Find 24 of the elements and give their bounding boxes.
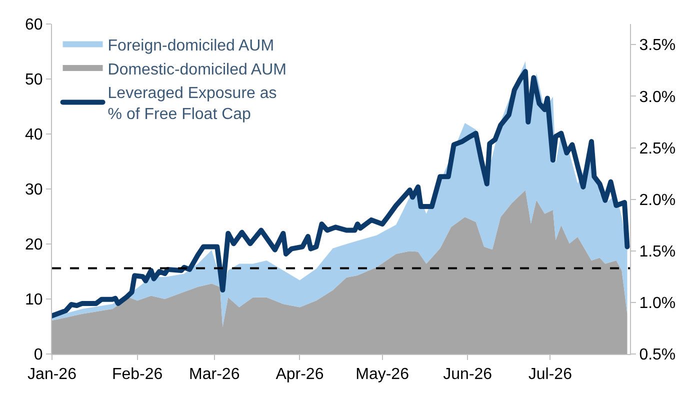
x-tick-label: May-26 bbox=[356, 366, 410, 384]
legend-label: Leveraged Exposure as % of Free Float Cap bbox=[108, 85, 277, 123]
y2-tick-label: 3.5% bbox=[639, 37, 676, 54]
legend-label: Foreign-domiciled AUM bbox=[108, 37, 274, 54]
legend-label: Domestic-domiciled AUM bbox=[108, 61, 286, 78]
x-tick-label: Mar-26 bbox=[189, 366, 240, 384]
y-tick-label: 0 bbox=[34, 346, 43, 364]
x-tick-label: Jan-26 bbox=[28, 366, 77, 384]
y-tick-label: 30 bbox=[25, 182, 43, 199]
y2-tick-label: 2.0% bbox=[639, 192, 676, 209]
y-tick-label: 40 bbox=[25, 126, 43, 144]
x-tick-label: Jul-26 bbox=[528, 366, 572, 384]
y-tick-label: 50 bbox=[25, 72, 43, 89]
y2-tick-label: 1.0% bbox=[639, 295, 676, 312]
y2-tick-label: 1.5% bbox=[639, 243, 676, 260]
y-tick-label: 60 bbox=[25, 16, 43, 34]
y2-tick-label: 2.5% bbox=[639, 140, 676, 158]
x-tick-label: Feb-26 bbox=[112, 366, 163, 384]
y2-tick-label: 3.0% bbox=[639, 88, 676, 106]
y-tick-label: 20 bbox=[25, 236, 43, 254]
y2-tick-label: 0.5% bbox=[639, 346, 676, 364]
x-tick-label: Jun-26 bbox=[443, 366, 492, 384]
y-tick-label: 10 bbox=[25, 292, 43, 309]
x-tick-label: Apr-26 bbox=[276, 366, 324, 384]
